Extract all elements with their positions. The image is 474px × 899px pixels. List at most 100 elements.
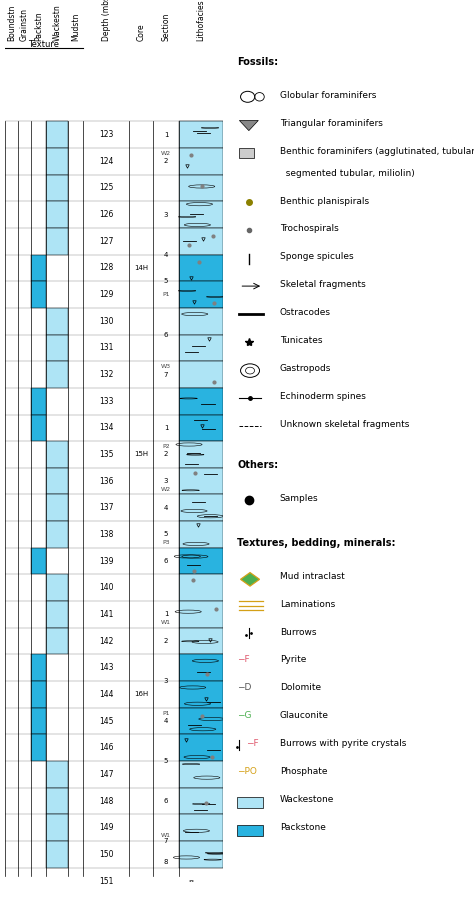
Text: 142: 142 [99, 636, 113, 645]
Bar [46, 761, 68, 788]
Text: P1: P1 [162, 710, 170, 716]
Bar [179, 361, 223, 387]
Text: 138: 138 [99, 530, 113, 539]
Text: Packstn: Packstn [34, 12, 43, 41]
Text: Ostracodes: Ostracodes [280, 308, 331, 317]
Bar [179, 201, 223, 228]
Text: 149: 149 [99, 823, 113, 832]
Text: Wackestone: Wackestone [280, 795, 334, 804]
Text: W3: W3 [161, 364, 171, 369]
Text: 6: 6 [164, 798, 168, 804]
Bar [179, 174, 223, 201]
Text: −PO: −PO [237, 767, 257, 776]
Text: 129: 129 [99, 290, 113, 299]
Text: 137: 137 [99, 503, 113, 512]
Text: 135: 135 [99, 450, 113, 459]
Text: 141: 141 [99, 610, 113, 619]
Text: 144: 144 [99, 690, 113, 699]
Text: 130: 130 [99, 316, 113, 325]
Bar [179, 708, 223, 734]
Bar [46, 788, 68, 814]
Text: Mudstn: Mudstn [71, 13, 80, 41]
Bar [46, 307, 68, 334]
Text: 6: 6 [164, 558, 168, 565]
Polygon shape [239, 120, 258, 130]
Text: 140: 140 [99, 583, 113, 592]
Text: 147: 147 [99, 770, 113, 779]
Bar [46, 814, 68, 841]
Text: 124: 124 [99, 156, 113, 165]
Text: 16H: 16H [134, 691, 148, 698]
Text: 151: 151 [99, 877, 113, 886]
Text: Boundstn: Boundstn [7, 4, 16, 41]
Text: Fossils:: Fossils: [237, 58, 278, 67]
Text: Burrows with pyrite crystals: Burrows with pyrite crystals [280, 739, 406, 748]
Text: 127: 127 [99, 236, 113, 245]
Text: Trochospirals: Trochospirals [280, 225, 338, 234]
Text: Samples: Samples [280, 494, 318, 503]
Text: 132: 132 [99, 370, 113, 379]
Bar [237, 797, 263, 808]
Text: 123: 123 [99, 130, 113, 139]
Text: Benthic foraminifers (agglutinated, tubular,: Benthic foraminifers (agglutinated, tubu… [280, 147, 474, 156]
Text: 4: 4 [164, 505, 168, 511]
Text: 131: 131 [99, 343, 113, 352]
Text: 14H: 14H [134, 265, 148, 271]
Bar [31, 387, 46, 414]
Bar [179, 734, 223, 761]
Bar [46, 494, 68, 521]
Text: P3: P3 [162, 540, 170, 545]
Bar [46, 228, 68, 254]
Text: Mud intraclast: Mud intraclast [280, 572, 345, 581]
Text: 5: 5 [164, 278, 168, 284]
Bar [46, 521, 68, 547]
Bar [46, 201, 68, 228]
Text: Dolomite: Dolomite [280, 683, 321, 692]
Bar [179, 414, 223, 441]
Text: Burrows: Burrows [280, 628, 316, 636]
Text: Echinoderm spines: Echinoderm spines [280, 392, 365, 401]
Bar [46, 121, 68, 148]
Text: 3: 3 [164, 478, 168, 485]
Text: Others:: Others: [237, 460, 278, 470]
Bar [179, 601, 223, 628]
Bar [179, 307, 223, 334]
Text: W2: W2 [161, 486, 171, 492]
Bar [179, 281, 223, 307]
Bar [179, 148, 223, 174]
Bar [239, 148, 254, 158]
Bar [179, 814, 223, 841]
Text: 128: 128 [99, 263, 113, 272]
Bar [46, 601, 68, 628]
Text: Globular foraminifers: Globular foraminifers [280, 91, 376, 100]
Text: 148: 148 [99, 797, 113, 806]
Bar [237, 825, 263, 836]
Polygon shape [240, 573, 259, 586]
Text: Benthic planispirals: Benthic planispirals [280, 197, 369, 206]
Text: Triangular foraminifers: Triangular foraminifers [280, 119, 383, 128]
Text: 15H: 15H [134, 451, 148, 458]
Bar [179, 841, 223, 868]
Text: −F: −F [246, 739, 259, 748]
Text: 2: 2 [164, 638, 168, 644]
Text: 5: 5 [164, 758, 168, 764]
Bar [179, 254, 223, 281]
Text: P2: P2 [162, 444, 170, 449]
Bar [46, 334, 68, 361]
Text: Wackestn: Wackestn [53, 4, 62, 41]
Bar [179, 467, 223, 494]
Text: W1: W1 [161, 833, 171, 838]
Bar [179, 387, 223, 414]
Text: 3: 3 [164, 678, 168, 684]
Bar [31, 654, 46, 681]
Bar [179, 121, 223, 148]
Text: W2: W2 [161, 151, 171, 156]
Text: segmented tubular, miliolin): segmented tubular, miliolin) [280, 169, 414, 178]
Text: Lithofacies: Lithofacies [197, 0, 205, 41]
Text: 3: 3 [164, 211, 168, 218]
Text: 139: 139 [99, 556, 113, 565]
Text: 8: 8 [164, 859, 168, 866]
Bar [31, 414, 46, 441]
Bar [46, 441, 68, 467]
Text: Depth (mbsf): Depth (mbsf) [101, 0, 110, 41]
